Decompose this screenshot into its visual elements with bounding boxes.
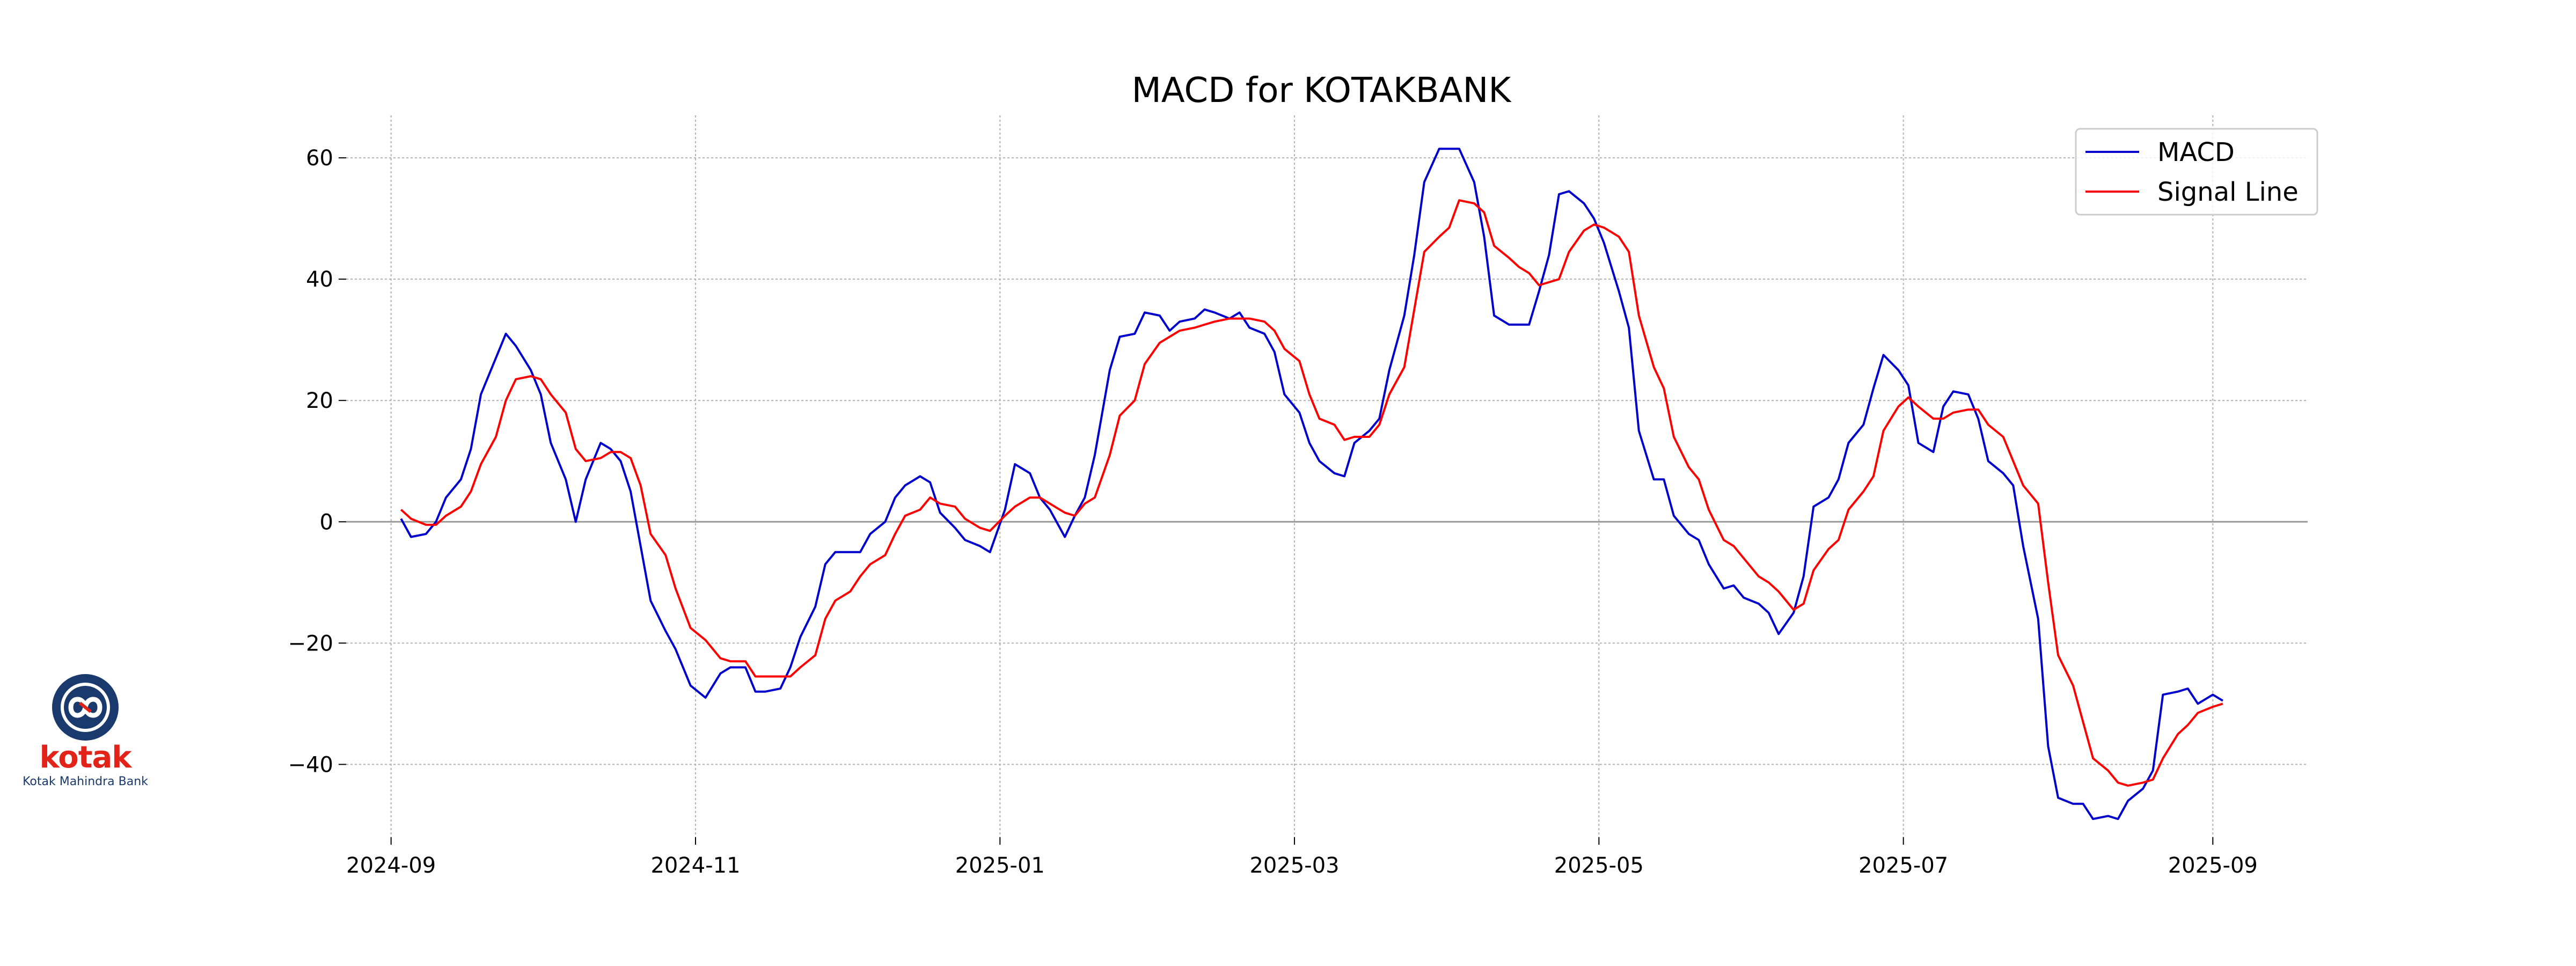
y-tick-label: −40 [288, 752, 333, 777]
y-axis: −40 −20 0 20 40 60 [288, 146, 346, 777]
grid [346, 115, 2308, 837]
chart-title: MACD for KOTAKBANK [1132, 71, 1512, 111]
y-tick-label: 20 [306, 389, 333, 413]
x-axis: 2024-09 2024-11 2025-01 2025-03 2025-05 2025-… [346, 837, 2258, 878]
x-tick-label: 2024-11 [650, 853, 740, 878]
y-tick-label: 0 [320, 510, 333, 535]
series-lines [400, 148, 2223, 821]
x-tick-label: 2025-07 [1858, 853, 1948, 878]
x-tick-label: 2025-03 [1249, 853, 1339, 878]
x-tick-label: 2025-01 [955, 853, 1045, 878]
x-tick-label: 2025-09 [2168, 853, 2258, 878]
x-tick-label: 2024-09 [346, 853, 436, 878]
y-tick-label: 60 [306, 146, 333, 171]
kotak-logo-word: kotak [39, 740, 131, 775]
kotak-logo: kotak Kotak Mahindra Bank [13, 671, 158, 800]
legend: MACD Signal Line [2075, 128, 2318, 216]
legend-box [2075, 128, 2318, 216]
legend-label-signal-line: Signal Line [2157, 177, 2299, 207]
legend-label-macd: MACD [2157, 137, 2235, 167]
kotak-logo-subtitle: Kotak Mahindra Bank [23, 775, 148, 788]
y-tick-label: 40 [306, 267, 333, 292]
series-line-signal-line [400, 199, 2223, 787]
y-tick-label: −20 [288, 631, 333, 656]
series-line-macd [400, 148, 2223, 821]
kotak-logo-mark-icon [52, 674, 119, 741]
x-tick-label: 2025-05 [1554, 853, 1644, 878]
